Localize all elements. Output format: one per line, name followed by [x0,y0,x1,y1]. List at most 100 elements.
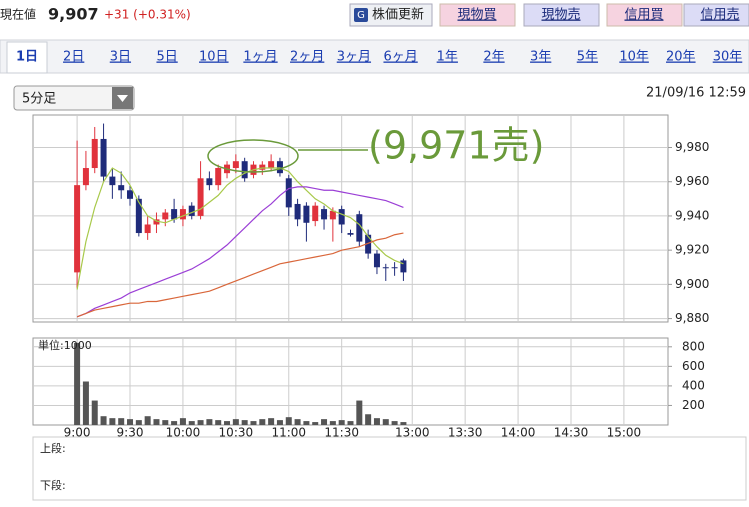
volume-bar [206,419,213,425]
y-tick-label: 9,980 [675,140,709,154]
volume-bar [162,420,169,425]
x-tick-label: 14:00 [501,426,536,440]
margin-buy-button[interactable] [606,3,683,27]
volume-bar [241,420,248,425]
candle-body [171,209,178,220]
tab[interactable]: 10年 [619,50,649,65]
volume-bar [215,420,222,425]
tab[interactable]: 1ヶ月 [243,50,277,65]
volume-bar [100,416,107,425]
tab[interactable]: 3年 [530,50,551,65]
price-change: +31 (+0.31%) [104,8,191,22]
candle-body [74,185,81,273]
candle-body [285,178,292,208]
tab[interactable]: 3ヶ月 [337,50,371,65]
tab[interactable]: 6ヶ月 [383,50,417,65]
volume-bar [400,422,407,425]
legend-box [32,436,747,501]
candle-body [312,205,319,222]
volume-bar [118,418,125,425]
candle-body [365,234,372,254]
volume-bar [268,418,275,425]
volume-bar [329,421,336,425]
tab-bar [0,39,749,74]
candle-body [100,138,107,177]
volume-bar [321,419,328,425]
x-tick-label: 11:30 [324,426,359,440]
legend-upper-label: 上段: [40,441,66,455]
tab[interactable]: 2日 [63,50,84,65]
candle-body [356,214,363,242]
x-tick-label: 14:30 [554,426,589,440]
x-tick-label: 15:00 [607,426,642,440]
candle-body [338,209,345,225]
candle-body [400,260,407,273]
candle-body [303,205,310,223]
candle-body [206,178,213,186]
volume-bar [179,418,186,425]
volume-bar [303,421,310,425]
volume-bar [109,418,116,425]
button-label: 現物売 [541,7,580,23]
candle-body [82,168,89,186]
tab[interactable]: 1日 [16,50,38,65]
tab[interactable]: 30年 [713,50,743,65]
x-tick-label: 11:00 [271,426,306,440]
candle-body [391,267,398,269]
margin-sell-button[interactable] [683,3,749,27]
candle-body [153,219,160,225]
price-plot [32,114,669,323]
ma-line [76,186,404,318]
candle-body [197,178,204,216]
price-label: 現在値 [0,7,36,22]
active-tab[interactable] [6,41,48,74]
refresh-icon [354,8,368,22]
sell-button[interactable] [523,3,600,27]
interval-select[interactable] [13,85,135,111]
candle-body [144,224,151,234]
tab[interactable]: 5日 [156,50,177,65]
volume-bar [127,419,134,425]
tab[interactable]: 2年 [483,50,504,65]
candle-body [127,190,134,199]
button-bar: G 株価更新 現物買 現物売 信用買 信用売 [349,3,749,27]
interval-label: 5分足 [22,92,56,107]
tab[interactable]: 1年 [437,50,458,65]
candle-body [321,209,328,220]
volume-bar [91,400,98,425]
price: 9,907 [48,5,99,24]
volume-bar [82,381,89,425]
volume-bar [259,419,266,425]
volume-bar [338,420,345,425]
select-arrow [117,95,128,102]
volume-bar [171,421,178,425]
candle-body [268,161,275,169]
volume-bar [74,342,81,425]
volume-bar [365,414,372,425]
candle-body [162,212,169,220]
volume-bar [153,419,160,425]
candle-body [241,161,248,179]
volume-bar [294,419,301,425]
tab[interactable]: 3日 [110,50,131,65]
x-tick-label: 9:00 [64,426,91,440]
y-tick-label: 800 [682,339,705,353]
tab[interactable]: 5年 [577,50,598,65]
tabs: 1日 2日 3日 5日 10日 1ヶ月 2ヶ月 3ヶ月 6ヶ月 1年 2年 3年 5年 10年 20年 30年 [16,50,742,65]
ma-line [76,232,404,318]
volume-unit: 単位:1000 [38,338,92,352]
candle-body [232,161,239,169]
tab[interactable]: 2ヶ月 [290,50,324,65]
tab[interactable]: 10日 [199,50,229,65]
candle-body [276,161,283,174]
volume-bar [276,420,283,425]
buy-button[interactable] [439,3,516,27]
candle-body [109,176,116,186]
volume-bar [285,417,292,425]
y-tick-label: 9,880 [675,311,709,325]
refresh-button[interactable] [349,3,433,27]
tab[interactable]: 20年 [666,50,696,65]
candle-body [294,203,301,220]
